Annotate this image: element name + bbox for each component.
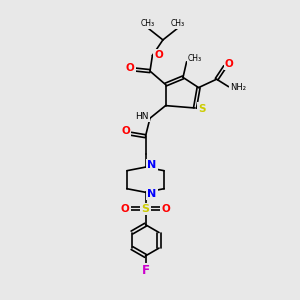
Text: O: O — [161, 204, 170, 214]
Text: CH₃: CH₃ — [171, 19, 185, 28]
Text: F: F — [142, 264, 149, 278]
Text: NH₂: NH₂ — [230, 83, 246, 92]
Text: O: O — [126, 63, 135, 73]
Text: CH₃: CH₃ — [141, 19, 155, 28]
Text: O: O — [225, 58, 234, 69]
Text: O: O — [121, 126, 130, 136]
Text: S: S — [142, 204, 149, 214]
Text: S: S — [198, 103, 205, 114]
Text: CH₃: CH₃ — [188, 54, 202, 63]
Text: O: O — [121, 204, 130, 214]
Text: N: N — [148, 160, 157, 170]
Text: O: O — [154, 50, 163, 60]
Text: HN: HN — [136, 112, 149, 121]
Text: N: N — [148, 189, 157, 199]
